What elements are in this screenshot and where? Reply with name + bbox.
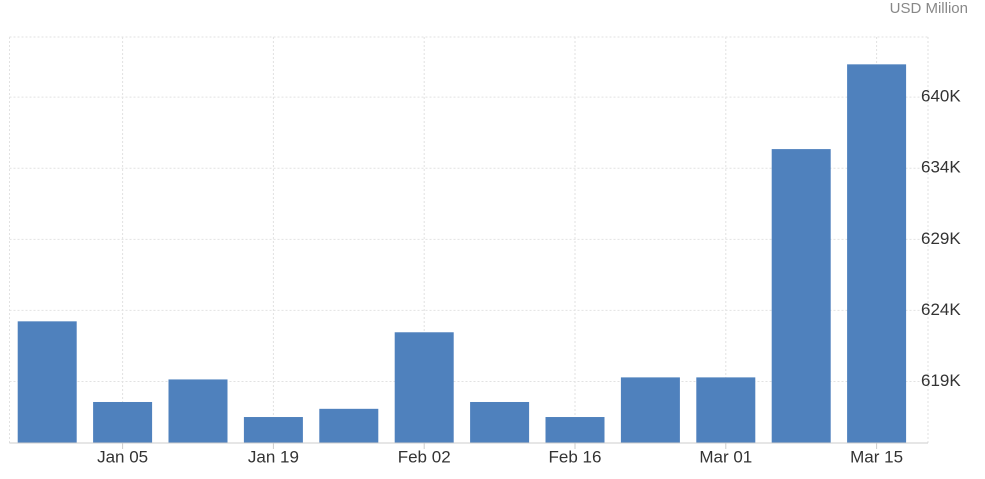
y-tick-label: 634K	[921, 158, 961, 177]
x-tick-label: Feb 16	[549, 447, 602, 466]
x-tick-label: Mar 15	[850, 447, 903, 466]
x-tick-label: Mar 01	[699, 447, 752, 466]
bar	[93, 401, 153, 443]
bar	[394, 332, 454, 443]
bar	[620, 377, 680, 443]
y-tick-label: 624K	[921, 300, 961, 319]
bar	[319, 408, 379, 443]
x-tick-label: Feb 02	[398, 447, 451, 466]
bar	[847, 64, 907, 444]
bar	[771, 149, 831, 443]
bar	[168, 379, 228, 443]
bar	[545, 417, 605, 443]
x-tick-label: Jan 05	[97, 447, 148, 466]
y-tick-label: 619K	[921, 371, 961, 390]
y-tick-label: 629K	[921, 229, 961, 248]
bar	[243, 417, 303, 443]
y-tick-label: 640K	[921, 87, 961, 106]
bar	[696, 377, 756, 443]
unit-label: USD Million	[890, 0, 968, 17]
x-tick-label: Jan 19	[248, 447, 299, 466]
bar	[17, 321, 77, 443]
bar	[470, 401, 530, 443]
